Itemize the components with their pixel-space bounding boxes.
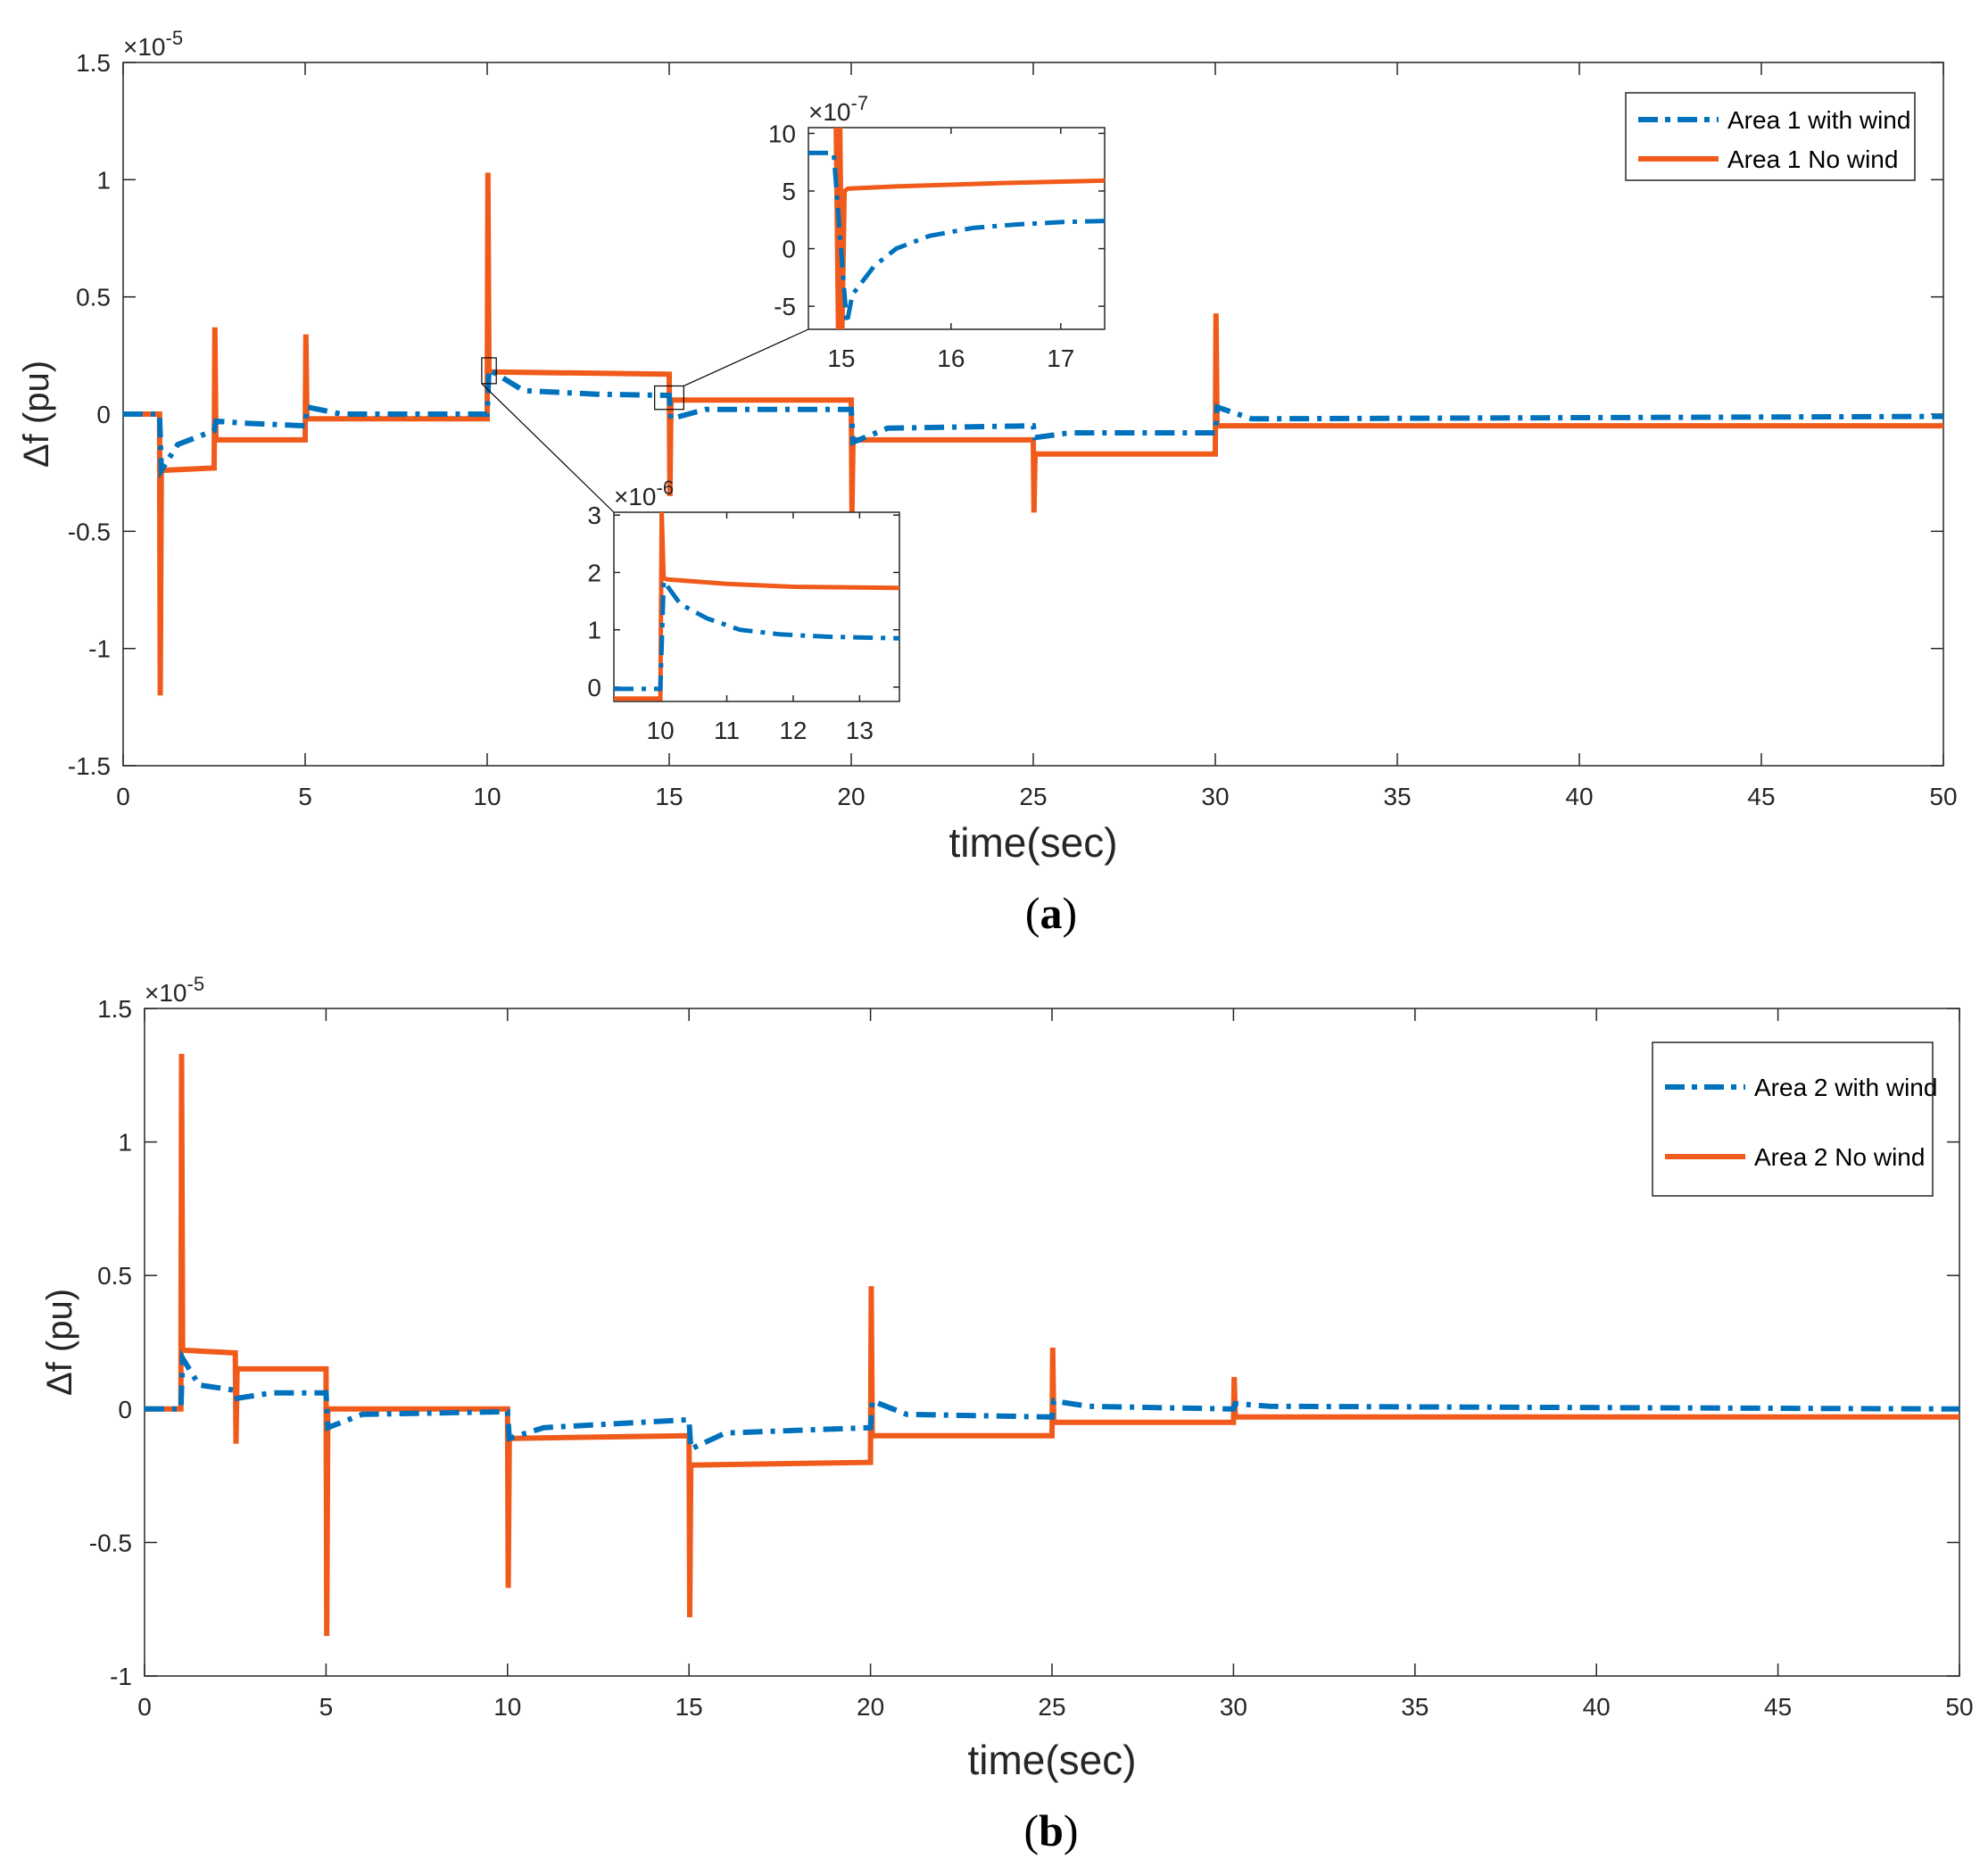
exponent-power: -5 (166, 27, 184, 49)
exponent-base: ×10 (145, 979, 187, 1007)
panel-b-x-tick-label: 35 (1401, 1693, 1429, 1721)
panel-a-caption: (a) (1025, 888, 1077, 938)
inset-2-exponent: ×10-6 (614, 477, 674, 510)
inset-connector (481, 383, 615, 513)
inset-1-y-tick-label: -5 (774, 293, 796, 320)
panel-b-x-tick-label: 10 (493, 1693, 521, 1721)
panel-a-x-axis-label: time(sec) (948, 819, 1117, 866)
panel-a-series-area-1-with-wind (123, 364, 1943, 479)
panel-b-series-area-2-with-wind (145, 1348, 1959, 1454)
inset-1-series-area-1-no-wind (833, 128, 1105, 329)
panel-b-legend-label: Area 2 with wind (1754, 1074, 1937, 1101)
inset-1-y-tick-label: 10 (768, 120, 796, 147)
panel-a: 0 5 10 15 20 25 30 35 40 45 501.510.50-0.5-1-1.5×1… (17, 27, 1958, 866)
panel-a-x-tick-label: 15 (655, 783, 683, 810)
inset-1-x-tick-label: 15 (827, 344, 855, 372)
exponent-base: ×10 (614, 483, 657, 510)
panel-b: 0 5 10 15 20 25 30 35 40 45 50 1.5 1 0.5 0 -0.5 -1 ×10-5 t… (40, 973, 1974, 1783)
panel-a-x-tick-label: 50 (1929, 783, 1957, 810)
caption-part: a (1040, 888, 1063, 938)
panel-b-legend-box (1652, 1041, 1934, 1197)
inset-1-plot-area (808, 127, 1106, 330)
panel-a-legend-box (1625, 92, 1916, 181)
panel-a-y-tick-label: 0.5 (76, 284, 111, 311)
inset-2-y-tick-label: 3 (587, 502, 601, 529)
inset-1-x-tick-label: 17 (1047, 344, 1074, 372)
panel-b-x-tick-label: 30 (1220, 1693, 1247, 1721)
panel-b-x-tick-label: 0 (137, 1693, 152, 1721)
inset-2-plot-area (613, 511, 900, 702)
inset-2-x-tick-label: 12 (779, 717, 807, 744)
panel-b-y-tick-label: -1 (110, 1663, 132, 1690)
zoom-box (481, 357, 497, 385)
caption-part: ( (1025, 888, 1040, 938)
panel-a-x-tick-label: 20 (837, 783, 865, 810)
exponent-power: -6 (657, 477, 675, 499)
panel-a-x-tick-label: 0 (116, 783, 130, 810)
inset-1-series-area-1-with-wind (808, 150, 1105, 324)
panel-b-x-tick-label: 20 (857, 1693, 884, 1721)
panel-b-x-tick-label: 45 (1764, 1693, 1792, 1721)
panel-a-y-tick-label: 0 (96, 401, 111, 428)
panel-a-inset-1: 15 16 17 10 5 0 -5 ×10-7 (654, 92, 1106, 411)
panel-b-x-tick-label: 5 (319, 1693, 334, 1721)
panel-b-y-axis-label: Δf (pu) (40, 1289, 79, 1396)
caption-part: ( (1023, 1805, 1039, 1855)
exponent-power: -5 (187, 973, 205, 995)
panel-b-legend-label: Area 2 No wind (1754, 1143, 1925, 1171)
panel-a-x-tick-label: 30 (1201, 783, 1229, 810)
inset-1-y-tick-label: 0 (782, 236, 796, 263)
inset-connector (683, 328, 809, 387)
panel-a-y-tick-label: 1.5 (76, 49, 111, 77)
panel-b-y-tick-label: 1.5 (97, 995, 132, 1023)
inset-2-y-tick-label: 2 (587, 559, 601, 586)
panel-b-exponent: ×10-5 (145, 973, 204, 1007)
panel-a-series-area-1-no-wind (123, 172, 1943, 696)
inset-2-series-area-1-with-wind (614, 574, 899, 692)
panel-a-x-tick-label: 5 (298, 783, 312, 810)
caption-part: b (1039, 1805, 1064, 1855)
exponent-power: -7 (851, 92, 869, 114)
panel-a-legend-label: Area 1 with wind (1727, 106, 1910, 134)
panel-b-x-tick-label: 50 (1945, 1693, 1973, 1721)
panel-a-y-axis-label: Δf (pu) (17, 361, 56, 468)
inset-2-y-tick-label: 0 (587, 674, 601, 701)
inset-2-y-tick-label: 1 (587, 617, 601, 644)
panel-a-y-tick-label: -1 (88, 635, 111, 663)
panel-a-x-tick-label: 10 (473, 783, 501, 810)
panel-b-caption: (b) (1023, 1805, 1078, 1855)
inset-2-x-tick-label: 10 (647, 717, 675, 744)
panel-a-y-tick-label: 1 (96, 166, 111, 194)
panel-b-y-tick-label: 1 (118, 1129, 132, 1157)
panel-a-x-tick-label: 25 (1019, 783, 1047, 810)
exponent-base: ×10 (123, 33, 166, 61)
panel-b-x-tick-label: 15 (675, 1693, 703, 1721)
caption-part: ) (1064, 1805, 1079, 1855)
panel-b-y-tick-label: 0 (118, 1396, 132, 1423)
panel-a-y-tick-label: -0.5 (68, 518, 111, 545)
inset-2-series-area-1-no-wind (614, 512, 899, 701)
panel-b-x-tick-label: 25 (1038, 1693, 1065, 1721)
panel-b-x-tick-label: 40 (1583, 1693, 1611, 1721)
inset-2-x-tick-label: 13 (846, 717, 874, 744)
panel-a-x-tick-label: 45 (1747, 783, 1775, 810)
inset-1-exponent: ×10-7 (808, 92, 868, 126)
exponent-base: ×10 (808, 98, 851, 126)
zoom-box (654, 385, 684, 411)
panel-a-y-tick-label: -1.5 (68, 752, 111, 780)
inset-2-x-tick-label: 11 (714, 717, 740, 744)
panel-a-exponent: ×10-5 (123, 27, 183, 61)
panel-a-x-tick-label: 40 (1565, 783, 1593, 810)
inset-1-x-tick-label: 16 (937, 344, 965, 372)
panel-a-x-tick-label: 35 (1383, 783, 1411, 810)
panel-a-legend-label: Area 1 No wind (1727, 145, 1898, 173)
inset-1-y-tick-label: 5 (782, 178, 796, 205)
panel-b-y-tick-label: 0.5 (97, 1262, 132, 1290)
panel-b-y-tick-label: -0.5 (89, 1529, 132, 1556)
panel-b-x-axis-label: time(sec) (967, 1737, 1136, 1783)
caption-part: ) (1063, 888, 1078, 938)
